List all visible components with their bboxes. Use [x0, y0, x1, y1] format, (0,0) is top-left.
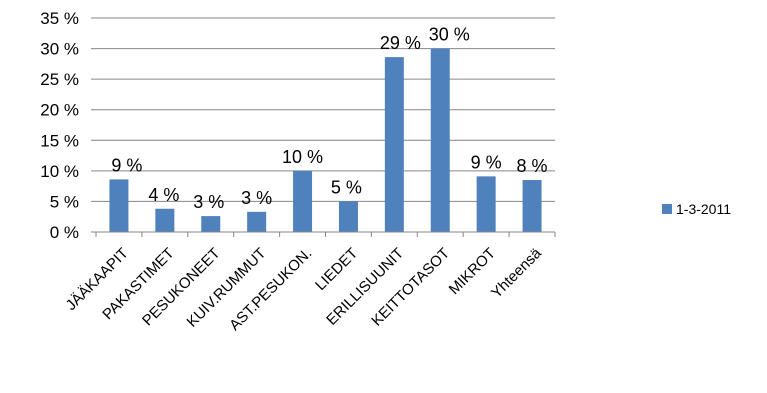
- category-label: Yhteensä: [488, 244, 545, 301]
- y-tick-label: 30 %: [40, 40, 79, 59]
- y-tick-label: 10 %: [40, 162, 79, 181]
- x-axis-category-labels: JÄÄKAAPITPAKASTIMETPESUKONEETKUIV.RUMMUT…: [63, 244, 546, 334]
- bar: [476, 176, 496, 232]
- y-tick-label: 20 %: [40, 101, 79, 120]
- data-label: 30 %: [429, 25, 470, 45]
- y-tick-label: 15 %: [40, 131, 79, 150]
- bar: [384, 57, 404, 233]
- data-labels: 9 % 4 % 3 % 3 % 10 % 5 % 29 % 30 % 9 % 8 %: [111, 25, 547, 213]
- data-label: 9 %: [471, 152, 502, 172]
- y-tick-label: 35 %: [40, 9, 79, 28]
- category-label: KUIV.RUMMUT: [184, 245, 270, 331]
- bar: [430, 48, 450, 233]
- y-tick-label: 0 %: [50, 223, 79, 242]
- bar: [522, 180, 542, 232]
- category-label: AST.PESUKON.: [226, 245, 315, 334]
- x-axis: [95, 231, 556, 237]
- bar: [201, 216, 221, 232]
- bar: [338, 201, 358, 232]
- bar: [293, 170, 313, 232]
- data-label: 3 %: [193, 192, 224, 212]
- y-tick-label: 5 %: [50, 192, 79, 211]
- data-label: 3 %: [241, 188, 272, 208]
- bar: [109, 179, 129, 232]
- bar: [247, 211, 267, 232]
- bar: [155, 208, 175, 232]
- data-label: 8 %: [517, 156, 548, 176]
- legend-label: 1-3-2011: [676, 201, 731, 217]
- y-axis-tick-labels: 0 % 5 % 10 % 15 % 20 % 25 % 30 % 35 %: [40, 9, 79, 242]
- data-label: 5 %: [331, 177, 362, 197]
- legend-swatch: [662, 204, 672, 214]
- gridlines: [91, 17, 555, 233]
- y-tick-label: 25 %: [40, 70, 79, 89]
- data-label: 9 %: [111, 155, 142, 175]
- bars: [109, 48, 542, 233]
- data-label: 29 %: [380, 33, 421, 53]
- legend: 1-3-2011: [662, 201, 731, 217]
- data-label: 10 %: [282, 147, 323, 167]
- data-label: 4 %: [148, 185, 179, 205]
